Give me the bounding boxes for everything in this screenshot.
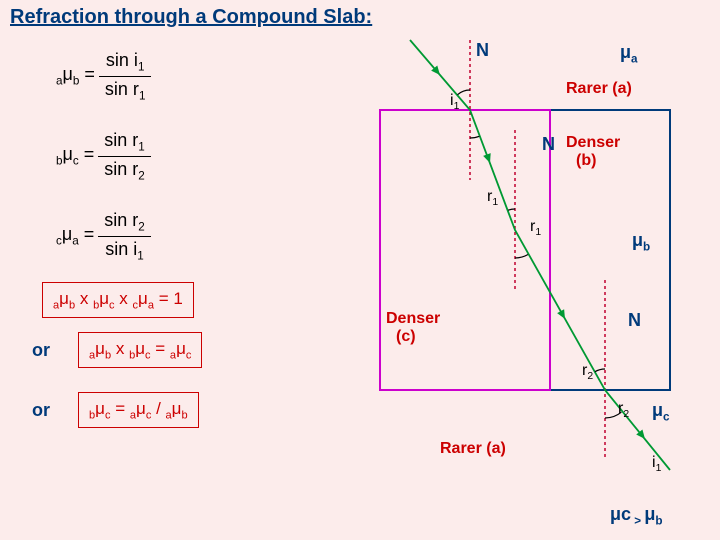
or-label-1: or [32, 340, 50, 361]
or-label-2: or [32, 400, 50, 421]
page-title: Refraction through a Compound Slab: [10, 6, 372, 29]
equation-amu-b: aμb = sin i1sin r1 [56, 50, 151, 102]
equation-bmu-c: bμc = sin r1sin r2 [56, 130, 151, 182]
or-box-1: aμb x bμc = aμc [78, 332, 202, 368]
product-equation: aμb x bμc x cμa = 1 [42, 282, 194, 318]
equation-cmu-a: cμa = sin r2sin i1 [56, 210, 151, 262]
or-box-2: bμc = aμc / aμb [78, 392, 199, 428]
